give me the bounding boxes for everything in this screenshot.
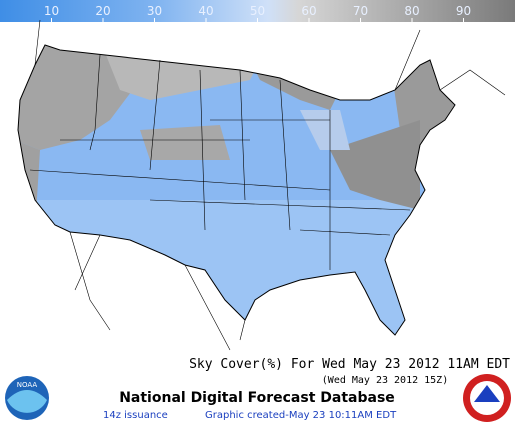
agency-name: National Digital Forecast Database xyxy=(119,390,395,406)
legend-tick-label: 60 xyxy=(301,4,316,18)
legend-tick-label: 80 xyxy=(404,4,419,18)
legend-tick-label: 90 xyxy=(456,4,471,18)
legend-tick-label: 20 xyxy=(95,4,110,18)
created-time: Graphic created-May 23 10:11AM EDT xyxy=(205,410,397,421)
nws-logo xyxy=(463,374,511,422)
map xyxy=(17,19,506,351)
legend-tick-label: 70 xyxy=(353,4,368,18)
legend-tick-label: 50 xyxy=(250,4,265,18)
map-subtitle: (Wed May 23 2012 15Z) xyxy=(322,375,448,386)
legend-bar xyxy=(0,0,515,22)
legend-tick-label: 30 xyxy=(147,4,162,18)
issuance: 14z issuance xyxy=(103,410,168,421)
map-title: Sky Cover(%) For Wed May 23 2012 11AM ED… xyxy=(189,357,510,372)
noaa-logo: NOAA xyxy=(5,376,49,420)
legend-tick-label: 40 xyxy=(198,4,213,18)
logo-text: NOAA xyxy=(17,381,38,389)
legend-ticks: 10 20 30 40 50 60 70 80 90 xyxy=(44,4,471,22)
legend-tick-label: 10 xyxy=(44,4,59,18)
